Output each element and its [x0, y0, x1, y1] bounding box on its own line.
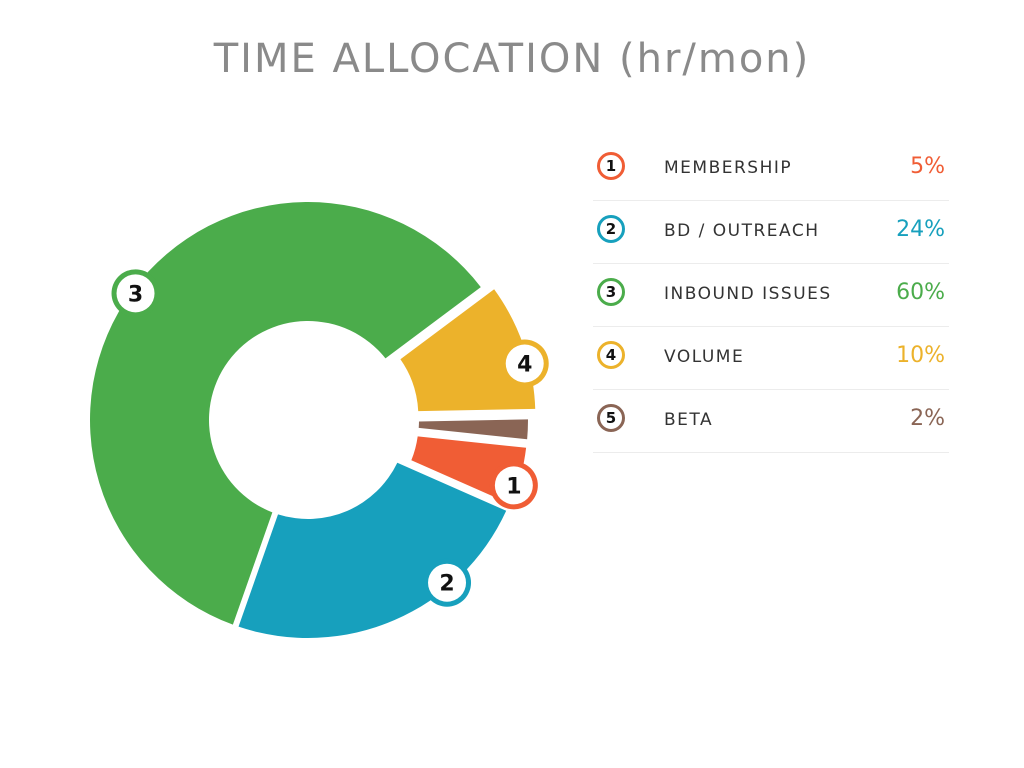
chart-title: TIME ALLOCATION (hr/mon)	[213, 36, 811, 82]
donut-slice-5	[418, 419, 528, 440]
legend-value: 10%	[896, 343, 945, 368]
donut-chart: 1 2 3 4	[89, 201, 549, 638]
legend-label: VOLUME	[664, 347, 745, 367]
slice-marker-face	[505, 344, 544, 383]
legend-item-beta: 5 BETA 2%	[593, 390, 949, 453]
legend-label: BD / OUTREACH	[664, 221, 820, 241]
slice-marker-face	[428, 563, 467, 602]
slice-marker-face	[494, 466, 533, 505]
legend-item-volume: 4 VOLUME 10%	[593, 327, 949, 390]
donut-slice-4	[400, 289, 536, 412]
legend-marker-4: 4	[597, 341, 625, 369]
slice-marker-4: 4	[500, 339, 549, 388]
legend-item-membership: 1 MEMBERSHIP 5%	[593, 138, 949, 201]
legend-marker-3: 3	[597, 278, 625, 306]
slice-marker-2: 2	[423, 558, 472, 607]
legend-marker-2: 2	[597, 215, 625, 243]
slice-marker-label: 4	[517, 352, 532, 377]
legend-value: 60%	[896, 280, 945, 305]
donut-slice-3	[89, 201, 481, 625]
legend-label: INBOUND ISSUES	[664, 284, 832, 304]
legend-item-inbound-issues: 3 INBOUND ISSUES 60%	[593, 264, 949, 327]
legend-value: 24%	[896, 217, 945, 242]
legend-marker-1: 1	[597, 152, 625, 180]
legend-marker-5: 5	[597, 404, 625, 432]
legend-value: 2%	[910, 406, 945, 431]
slice-marker-label: 3	[128, 282, 143, 307]
slice-marker-face	[116, 274, 155, 313]
legend-label: MEMBERSHIP	[664, 158, 793, 178]
donut-slice-2	[238, 462, 507, 638]
legend-item-bd-outreach: 2 BD / OUTREACH 24%	[593, 201, 949, 264]
slice-marker-1: 1	[489, 461, 538, 510]
legend-value: 5%	[910, 154, 945, 179]
legend: 1 MEMBERSHIP 5% 2 BD / OUTREACH 24% 3 IN…	[593, 138, 949, 453]
slice-marker-label: 2	[439, 572, 454, 597]
slice-marker-label: 1	[506, 474, 521, 499]
legend-label: BETA	[664, 410, 714, 430]
slice-marker-3: 3	[111, 269, 160, 318]
